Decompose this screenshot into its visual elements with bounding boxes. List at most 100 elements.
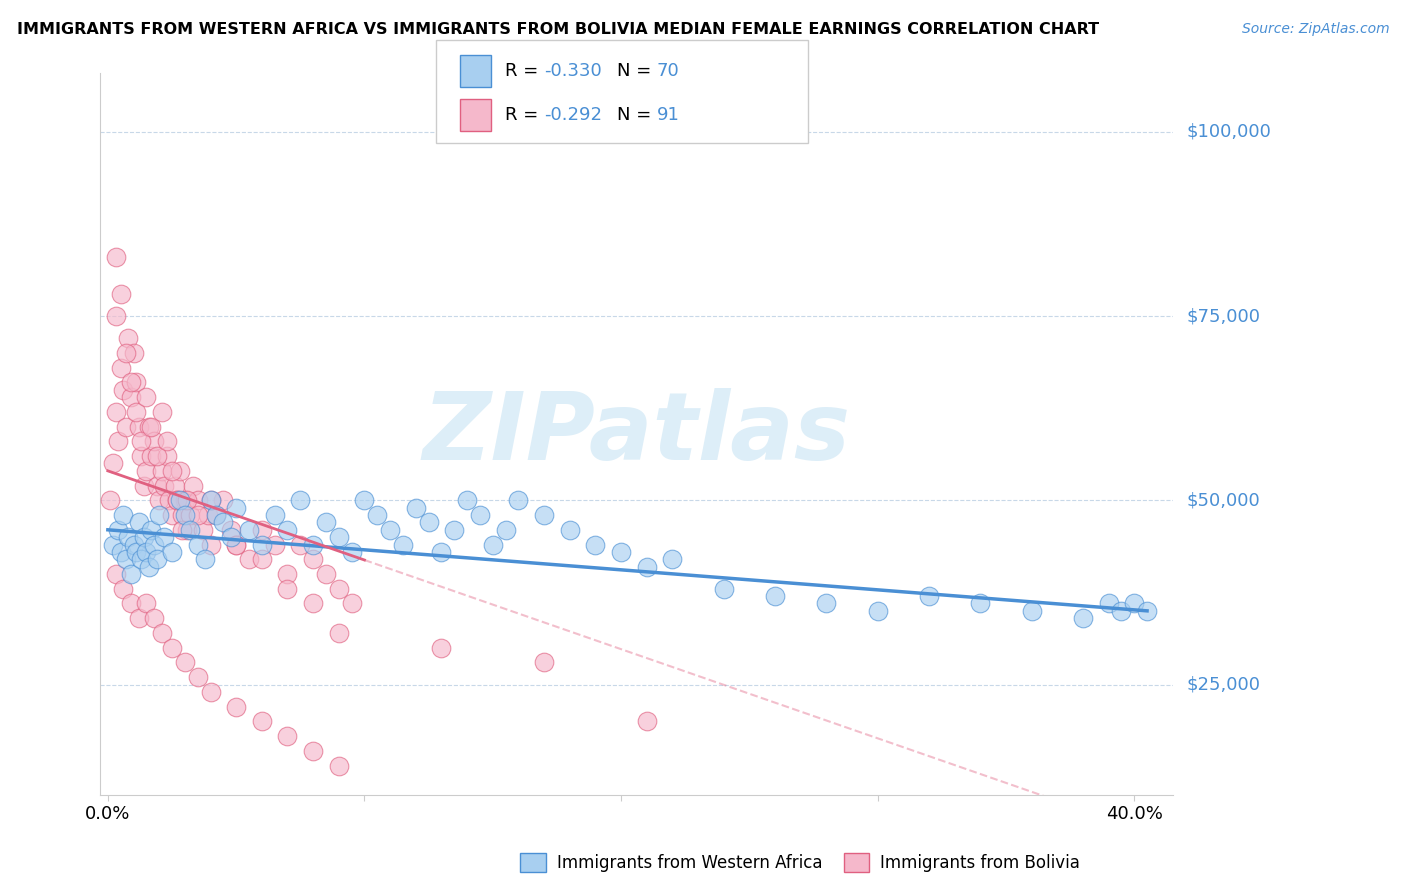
Point xyxy=(533,508,555,522)
Point xyxy=(129,434,152,449)
Point xyxy=(250,714,273,729)
Point xyxy=(125,545,148,559)
Point xyxy=(148,508,170,522)
Point xyxy=(481,537,503,551)
Point xyxy=(120,567,142,582)
Point xyxy=(418,516,440,530)
Point xyxy=(120,376,142,390)
Point xyxy=(172,523,194,537)
Point xyxy=(197,508,219,522)
Point xyxy=(200,537,222,551)
Point xyxy=(104,250,127,264)
Point xyxy=(392,537,415,551)
Point xyxy=(114,419,136,434)
Point xyxy=(135,545,157,559)
Point xyxy=(132,478,155,492)
Point xyxy=(1111,604,1133,618)
Point xyxy=(176,523,198,537)
Point xyxy=(456,493,478,508)
Point xyxy=(173,656,195,670)
Point xyxy=(104,405,127,419)
Point xyxy=(145,478,167,492)
Point xyxy=(212,516,235,530)
Point xyxy=(141,523,163,537)
Point xyxy=(204,508,226,522)
Point xyxy=(122,346,145,360)
Point xyxy=(110,545,132,559)
Point xyxy=(302,597,325,611)
Point xyxy=(430,545,453,559)
Point xyxy=(138,559,160,574)
Point xyxy=(250,523,273,537)
Point xyxy=(583,537,606,551)
Point xyxy=(276,523,298,537)
Point xyxy=(160,464,183,478)
Point xyxy=(145,552,167,566)
Point xyxy=(112,383,135,397)
Text: N =: N = xyxy=(617,62,657,79)
Text: 70: 70 xyxy=(657,62,679,79)
Point xyxy=(328,582,350,596)
Point xyxy=(366,508,388,522)
Point xyxy=(238,552,260,566)
Point xyxy=(187,670,209,684)
Point xyxy=(110,287,132,301)
Point xyxy=(508,493,530,508)
Point xyxy=(150,464,173,478)
Point xyxy=(128,611,150,625)
Point xyxy=(181,478,204,492)
Point xyxy=(187,493,209,508)
Point xyxy=(100,493,122,508)
Point xyxy=(107,523,129,537)
Point xyxy=(225,537,247,551)
Point xyxy=(204,508,226,522)
Point xyxy=(969,597,991,611)
Point xyxy=(918,589,941,603)
Point xyxy=(250,537,273,551)
Point xyxy=(1136,604,1159,618)
Point xyxy=(1097,597,1119,611)
Point xyxy=(187,537,209,551)
Point xyxy=(156,449,179,463)
Point xyxy=(558,523,581,537)
Point xyxy=(138,419,160,434)
Point xyxy=(101,457,124,471)
Point xyxy=(225,500,247,515)
Point xyxy=(378,523,401,537)
Point xyxy=(302,537,325,551)
Point xyxy=(117,530,139,544)
Point xyxy=(120,390,142,404)
Point xyxy=(610,545,633,559)
Point xyxy=(176,493,198,508)
Point xyxy=(302,744,325,758)
Point xyxy=(276,729,298,743)
Point xyxy=(160,508,183,522)
Point xyxy=(135,597,157,611)
Point xyxy=(112,582,135,596)
Point xyxy=(187,508,209,522)
Point xyxy=(104,567,127,582)
Text: $75,000: $75,000 xyxy=(1187,307,1261,325)
Point xyxy=(405,500,427,515)
Point xyxy=(191,523,214,537)
Point xyxy=(636,559,658,574)
Point xyxy=(533,656,555,670)
Text: -0.292: -0.292 xyxy=(544,106,602,124)
Text: N =: N = xyxy=(617,106,657,124)
Point xyxy=(120,597,142,611)
Point xyxy=(122,537,145,551)
Point xyxy=(141,449,163,463)
Point xyxy=(1021,604,1043,618)
Point xyxy=(107,434,129,449)
Point xyxy=(128,419,150,434)
Point xyxy=(128,516,150,530)
Point xyxy=(143,611,166,625)
Point xyxy=(250,552,273,566)
Point xyxy=(263,508,285,522)
Point xyxy=(112,508,135,522)
Point xyxy=(468,508,491,522)
Point xyxy=(163,478,186,492)
Point xyxy=(169,464,191,478)
Point xyxy=(150,626,173,640)
Point xyxy=(169,493,191,508)
